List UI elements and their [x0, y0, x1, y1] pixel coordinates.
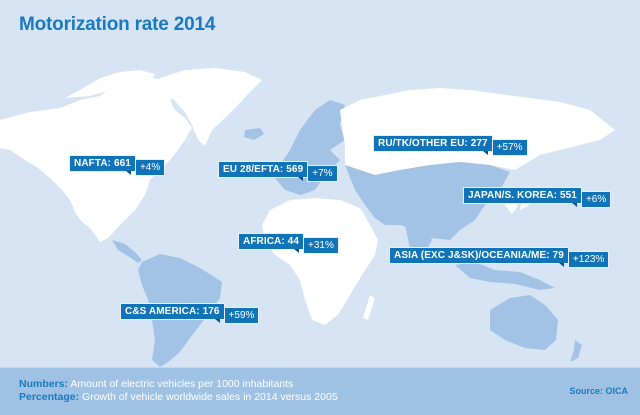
region-growth: +57% [491, 139, 528, 156]
region-name: ASIA (EXC J&SK)/OCEANIA/ME: 79 [389, 247, 569, 267]
region-name: EU 28/EFTA: 569 [218, 161, 309, 181]
world-map [0, 68, 615, 367]
legend-numbers: Numbers: Amount of electric vehicles per… [19, 378, 338, 391]
region-name: NAFTA: 661 [69, 155, 136, 175]
label-asia-oceania: ASIA (EXC J&SK)/OCEANIA/ME: 79 +123% [389, 247, 610, 268]
legend-numbers-text: Amount of electric vehicles per 1000 inh… [70, 378, 294, 390]
region-new-zealand [570, 340, 582, 362]
region-growth: +4% [134, 159, 166, 176]
legend-numbers-key: Numbers: [19, 378, 69, 390]
label-nafta: NAFTA: 661 +4% [69, 155, 166, 176]
region-central-america [112, 240, 142, 263]
legend: Numbers: Amount of electric vehicles per… [19, 378, 338, 404]
map-title: Motorization rate 2014 [19, 14, 216, 35]
region-iceland [244, 128, 264, 140]
region-growth: +31% [303, 237, 339, 254]
region-greenland [160, 68, 262, 146]
legend-percentage-key: Percentage: [19, 391, 80, 403]
source-credit: Source: OICA [569, 386, 628, 396]
region-growth: +6% [580, 191, 612, 208]
region-growth: +7% [307, 165, 338, 182]
label-russia: RU/TK/OTHER EU: 277 +57% [373, 135, 528, 156]
label-cs-america: C&S AMERICA: 176 +59% [120, 303, 260, 324]
footer-legend-band: Numbers: Amount of electric vehicles per… [0, 367, 640, 415]
label-africa: AFRICA: 44 +31% [238, 233, 339, 254]
legend-percentage-text: Growth of vehicle worldwide sales in 201… [82, 391, 338, 403]
region-name: AFRICA: 44 [238, 233, 305, 253]
legend-percentage: Percentage: Growth of vehicle worldwide … [19, 391, 338, 404]
region-growth: +123% [567, 251, 610, 268]
region-russia [340, 88, 615, 175]
region-growth: +59% [223, 307, 260, 324]
region-asia [345, 162, 510, 240]
region-name: RU/TK/OTHER EU: 277 [373, 135, 493, 155]
region-africa [262, 198, 378, 325]
label-eu: EU 28/EFTA: 569 +7% [218, 161, 338, 182]
region-se-asia [455, 262, 555, 290]
region-arctic-islands [65, 70, 155, 98]
region-name: JAPAN/S. KOREA: 551 [463, 187, 582, 207]
region-australia [490, 295, 558, 350]
region-madagascar [363, 295, 375, 320]
region-name: C&S AMERICA: 176 [120, 303, 225, 323]
label-japan-korea: JAPAN/S. KOREA: 551 +6% [463, 187, 612, 208]
